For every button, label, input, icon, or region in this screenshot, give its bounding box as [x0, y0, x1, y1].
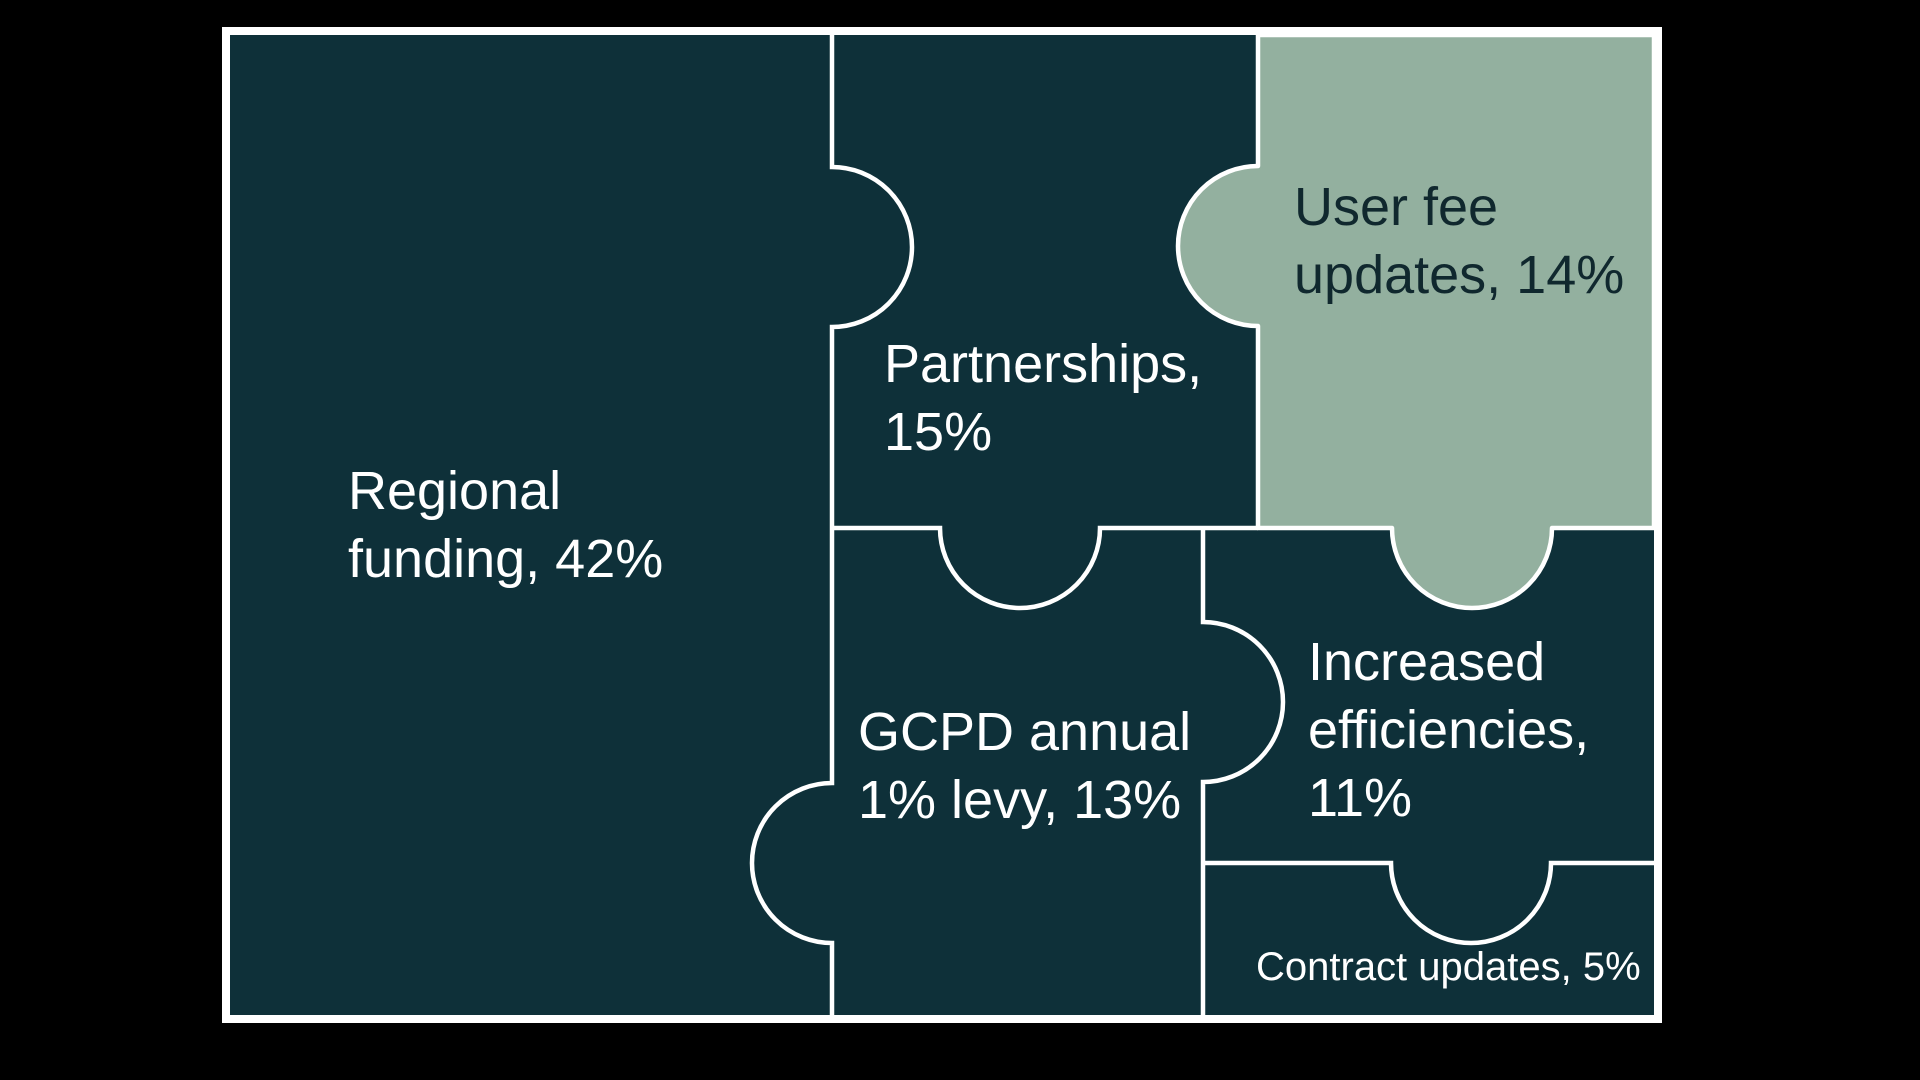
- label-line: 15%: [884, 402, 993, 462]
- label-line: Regional: [348, 461, 562, 521]
- label-partnerships: Partnerships, 15%: [884, 330, 1202, 466]
- divider-efficiencies-contract: [1203, 860, 1654, 946]
- label-line: funding, 42%: [348, 529, 664, 589]
- label-contract-updates: Contract updates, 5%: [1256, 942, 1641, 992]
- label-line: Contract updates, 5%: [1256, 945, 1641, 989]
- label-user-fee-updates: User fee updates, 14%: [1294, 173, 1624, 309]
- label-increased-efficiencies: Increased efficiencies, 11%: [1308, 628, 1589, 832]
- label-line: 1% levy, 13%: [858, 770, 1182, 830]
- puzzle-piece-user-fee-updates: [1175, 32, 1657, 611]
- label-line: Partnerships,: [884, 334, 1203, 394]
- label-gcpd-levy: GCPD annual 1% levy, 13%: [858, 698, 1191, 834]
- label-line: GCPD annual: [858, 702, 1192, 762]
- divider-regional-edge: [749, 35, 915, 1015]
- label-regional-funding: Regional funding, 42%: [348, 457, 663, 593]
- label-line: updates, 14%: [1294, 245, 1625, 305]
- divider-partnerships-gcpd: [832, 525, 1258, 611]
- label-line: efficiencies,: [1308, 700, 1590, 760]
- label-line: 11%: [1308, 768, 1413, 828]
- label-line: User fee: [1294, 177, 1499, 237]
- label-line: Increased: [1308, 632, 1546, 692]
- divider-gcpd-edge: [1200, 528, 1286, 1015]
